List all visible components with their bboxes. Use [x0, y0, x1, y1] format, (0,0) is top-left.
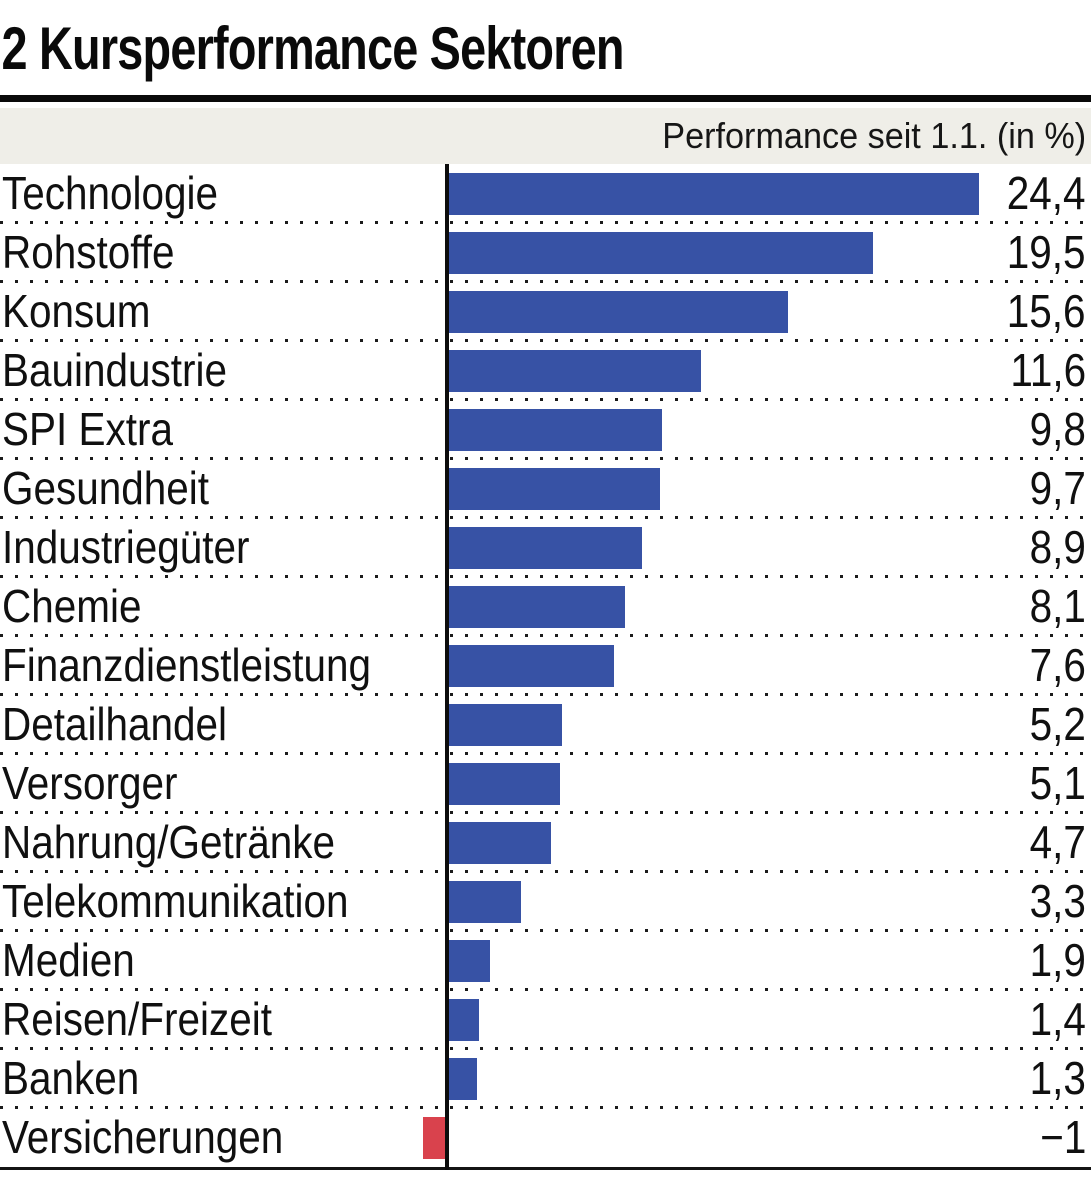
row-separator-dotted — [0, 516, 1091, 519]
category-label: Telekommunikation — [2, 875, 349, 927]
value-label: 1,9 — [1029, 934, 1086, 986]
bar — [449, 940, 490, 982]
row-separator-dotted — [0, 929, 1091, 932]
value-label: −1 — [1039, 1111, 1086, 1163]
row-separator-dotted — [0, 1106, 1091, 1109]
category-label: Detailhandel — [2, 698, 228, 750]
value-label: 24,4 — [1007, 167, 1086, 219]
row-separator-dotted — [0, 870, 1091, 873]
chart-row: Bauindustrie 11,6 — [0, 341, 1091, 401]
category-label: Bauindustrie — [2, 344, 228, 396]
category-label: Industriegüter — [2, 521, 250, 573]
chart-row: Konsum 15,6 — [0, 282, 1091, 342]
value-label: 9,7 — [1029, 462, 1086, 514]
value-label: 5,1 — [1029, 757, 1086, 809]
bar — [449, 350, 701, 392]
zero-baseline-axis — [445, 164, 449, 1170]
row-separator-dotted — [0, 811, 1091, 814]
bar — [449, 999, 479, 1041]
bar — [423, 1117, 445, 1159]
sector-performance-chart: 2 Kursperformance Sektoren Performance s… — [0, 15, 1091, 1170]
value-label: 1,4 — [1029, 993, 1086, 1045]
value-label: 8,9 — [1029, 521, 1086, 573]
value-label: 3,3 — [1029, 875, 1086, 927]
row-separator-dotted — [0, 988, 1091, 991]
row-separator-dotted — [0, 693, 1091, 696]
bar — [449, 173, 979, 215]
category-label: Finanzdienstleistung — [2, 639, 372, 691]
bar — [449, 232, 873, 274]
chart-row: Technologie 24,4 — [0, 164, 1091, 224]
category-label: Technologie — [2, 167, 219, 219]
row-separator-dotted — [0, 575, 1091, 578]
category-label: Reisen/Freizeit — [2, 993, 272, 1045]
bar — [449, 468, 660, 510]
value-label: 8,1 — [1029, 580, 1086, 632]
row-separator-dotted — [0, 398, 1091, 401]
category-label: Gesundheit — [2, 462, 210, 514]
bar — [449, 822, 551, 864]
bar — [449, 1058, 477, 1100]
chart-row: SPI Extra 9,8 — [0, 400, 1091, 460]
chart-row: Gesundheit 9,7 — [0, 459, 1091, 519]
row-separator-dotted — [0, 339, 1091, 342]
chart-row: Versorger 5,1 — [0, 754, 1091, 814]
row-separator-dotted — [0, 457, 1091, 460]
bar — [449, 645, 614, 687]
category-label: Versicherungen — [2, 1111, 284, 1163]
chart-row: Telekommunikation 3,3 — [0, 872, 1091, 932]
value-label: 1,3 — [1029, 1052, 1086, 1104]
chart-row: Versicherungen −1 — [0, 1108, 1091, 1167]
chart-title: 2 Kursperformance Sektoren — [1, 15, 625, 82]
chart-row: Detailhandel 5,2 — [0, 695, 1091, 755]
chart-row: Chemie 8,1 — [0, 577, 1091, 637]
bar — [449, 291, 788, 333]
chart-row: Finanzdienstleistung 7,6 — [0, 636, 1091, 696]
subtitle-band: Performance seit 1.1. (in %) — [0, 108, 1091, 164]
value-label: 4,7 — [1029, 816, 1086, 868]
bar — [449, 763, 560, 805]
bar — [449, 881, 521, 923]
plot-area: Technologie 24,4 Rohstoffe 19,5 Konsum 1… — [0, 164, 1091, 1170]
row-separator-dotted — [0, 280, 1091, 283]
row-separator-dotted — [0, 752, 1091, 755]
value-label: 5,2 — [1029, 698, 1086, 750]
chart-row: Industriegüter 8,9 — [0, 518, 1091, 578]
bar — [449, 527, 642, 569]
value-label: 11,6 — [1010, 344, 1086, 396]
category-label: Rohstoffe — [2, 226, 175, 278]
category-label: Banken — [2, 1052, 140, 1104]
axis-unit-label: Performance seit 1.1. (in %) — [662, 115, 1086, 156]
row-separator-dotted — [0, 634, 1091, 637]
category-label: SPI Extra — [2, 403, 173, 455]
category-label: Nahrung/Getränke — [2, 816, 336, 868]
title-rule — [0, 95, 1091, 102]
chart-row: Medien 1,9 — [0, 931, 1091, 991]
category-label: Chemie — [2, 580, 142, 632]
bar — [449, 586, 625, 628]
chart-row: Rohstoffe 19,5 — [0, 223, 1091, 283]
row-separator-dotted — [0, 1047, 1091, 1050]
value-label: 15,6 — [1007, 285, 1086, 337]
value-label: 7,6 — [1029, 639, 1086, 691]
category-label: Konsum — [2, 285, 151, 337]
bar — [449, 409, 662, 451]
bar — [449, 704, 562, 746]
category-label: Versorger — [2, 757, 178, 809]
value-label: 19,5 — [1007, 226, 1086, 278]
chart-bottom-rule — [0, 1167, 1091, 1170]
category-label: Medien — [2, 934, 135, 986]
row-separator-dotted — [0, 221, 1091, 224]
value-label: 9,8 — [1029, 403, 1086, 455]
chart-row: Reisen/Freizeit 1,4 — [0, 990, 1091, 1050]
chart-row: Banken 1,3 — [0, 1049, 1091, 1109]
chart-row: Nahrung/Getränke 4,7 — [0, 813, 1091, 873]
